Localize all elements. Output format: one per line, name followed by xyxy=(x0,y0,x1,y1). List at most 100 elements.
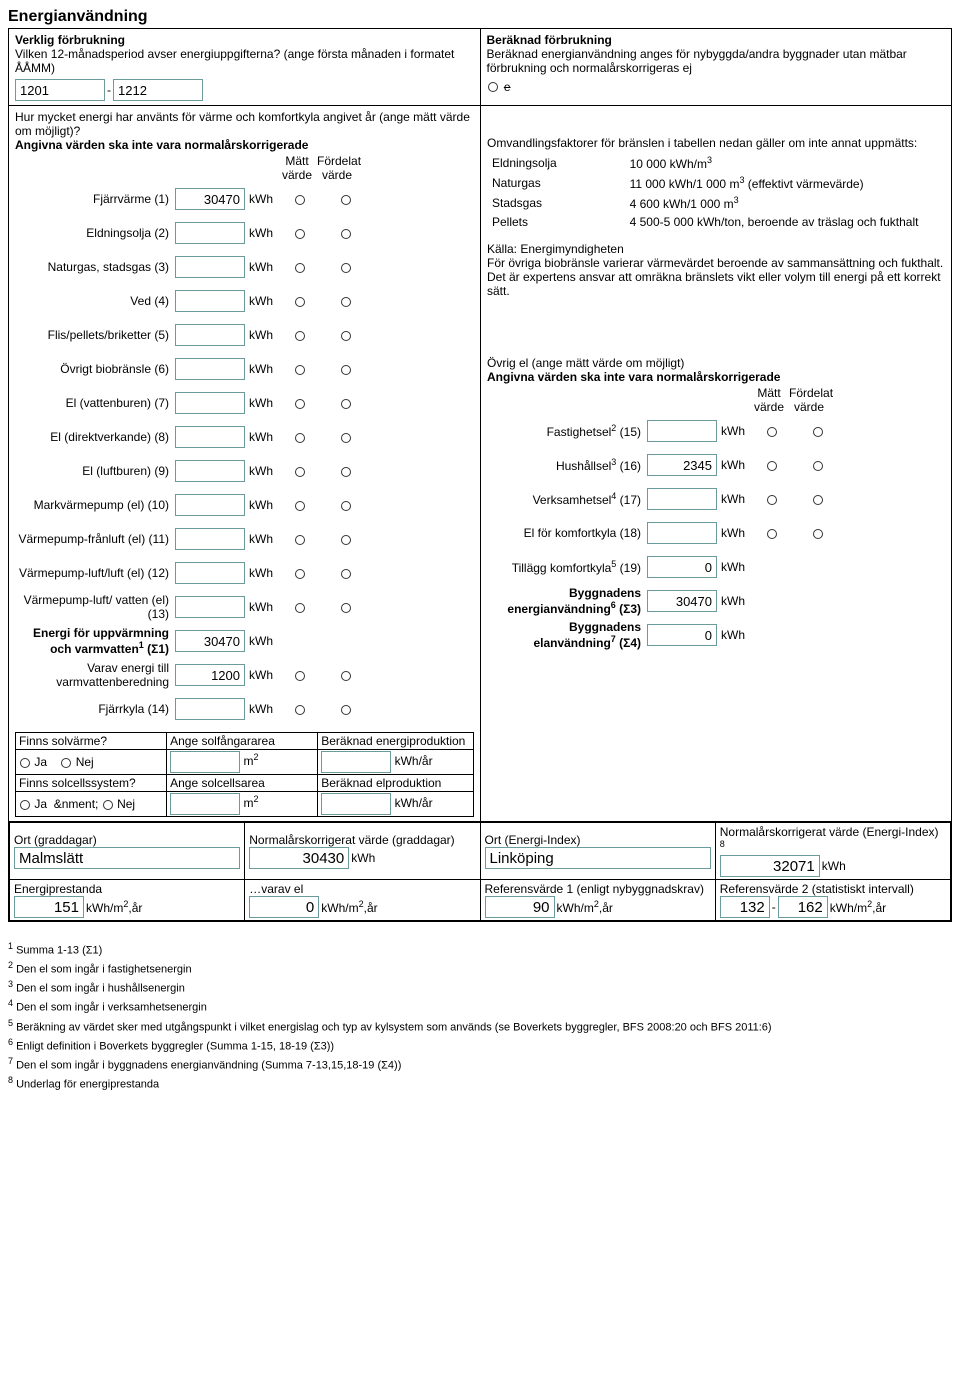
matt-radio[interactable] xyxy=(295,535,305,545)
sum1-unit: kWh xyxy=(245,634,277,648)
fordelat-radio[interactable] xyxy=(341,229,351,239)
fordelat-radio[interactable] xyxy=(813,529,823,539)
beraknad-checkbox[interactable] xyxy=(488,82,498,92)
fordelat-radio[interactable] xyxy=(341,195,351,205)
ovrig-row-input[interactable] xyxy=(647,454,717,476)
conv-row: Pellets4 500-5 000 kWh/ton, beroende av … xyxy=(489,214,943,230)
ort-ei-label: Ort (Energi-Index) xyxy=(485,833,711,847)
matt-radio[interactable] xyxy=(295,433,305,443)
norm-ei-input[interactable] xyxy=(720,855,820,877)
ref1-input[interactable] xyxy=(485,896,555,918)
solcell-prod-input[interactable] xyxy=(321,793,391,815)
energy-row-input[interactable] xyxy=(175,596,245,618)
period-from-input[interactable] xyxy=(15,79,105,101)
fjarrkyla-input[interactable] xyxy=(175,698,245,720)
varav-input[interactable] xyxy=(175,664,245,686)
fordelat-radio[interactable] xyxy=(341,365,351,375)
matt-radio[interactable] xyxy=(767,529,777,539)
solcell-nej-label: Nej xyxy=(117,797,135,811)
ovrig-row: El för komfortkyla (18)kWh xyxy=(487,516,945,550)
fordelat-radio[interactable] xyxy=(341,433,351,443)
matt-radio[interactable] xyxy=(295,501,305,511)
sum3-input[interactable] xyxy=(647,590,717,612)
ort-ei-input[interactable] xyxy=(485,847,711,869)
tillagg-input[interactable] xyxy=(647,556,717,578)
ort-gd-input[interactable] xyxy=(14,847,240,869)
energy-row-unit: kWh xyxy=(245,294,277,308)
energy-row-input[interactable] xyxy=(175,324,245,346)
fordelat-radio[interactable] xyxy=(813,427,823,437)
solcell-nej-radio[interactable] xyxy=(103,800,113,810)
fordelat-radio[interactable] xyxy=(341,399,351,409)
ref1-label: Referensvärde 1 (enligt nybyggnadskrav) xyxy=(485,882,711,896)
varav-ford-radio[interactable] xyxy=(341,671,351,681)
energy-row-input[interactable] xyxy=(175,426,245,448)
energy-row-input[interactable] xyxy=(175,358,245,380)
matt-radio[interactable] xyxy=(295,365,305,375)
ovrig-row-input[interactable] xyxy=(647,420,717,442)
period-sep: - xyxy=(107,83,111,97)
fordelat-radio[interactable] xyxy=(341,501,351,511)
energy-row-input[interactable] xyxy=(175,528,245,550)
conv-factor: 4 500-5 000 kWh/ton, beroende av träslag… xyxy=(627,214,943,230)
matt-radio[interactable] xyxy=(767,495,777,505)
norm-gd-input[interactable] xyxy=(249,847,349,869)
fordelat-radio[interactable] xyxy=(341,263,351,273)
footnotes: 1 Summa 1-13 (Σ1)2 Den el som ingår i fa… xyxy=(8,940,952,1093)
matt-radio[interactable] xyxy=(767,427,777,437)
energy-row-input[interactable] xyxy=(175,494,245,516)
ovrig-head2: Angivna värden ska inte vara normalårsko… xyxy=(487,370,945,384)
ovrig-row-input[interactable] xyxy=(647,488,717,510)
varav-el-label: …varav el xyxy=(249,882,475,896)
sum4-input[interactable] xyxy=(647,624,717,646)
fordelat-radio[interactable] xyxy=(341,535,351,545)
energy-row-input[interactable] xyxy=(175,256,245,278)
matt-radio[interactable] xyxy=(295,297,305,307)
ep-unit: kWh/m2,år xyxy=(86,899,142,915)
energy-row-label: Flis/pellets/briketter (5) xyxy=(15,328,175,342)
matt-radio[interactable] xyxy=(295,569,305,579)
ep-input[interactable] xyxy=(14,896,84,918)
norm-gd-label: Normalårskorrigerat värde (graddagar) xyxy=(249,833,475,847)
matt-radio[interactable] xyxy=(295,263,305,273)
solcell-ja-radio[interactable] xyxy=(20,800,30,810)
ref2-input2[interactable] xyxy=(778,896,828,918)
energy-row-input[interactable] xyxy=(175,188,245,210)
fordelat-radio[interactable] xyxy=(341,603,351,613)
matt-radio[interactable] xyxy=(295,467,305,477)
solv-area-input[interactable] xyxy=(170,751,240,773)
energy-row-unit: kWh xyxy=(245,226,277,240)
matt-radio[interactable] xyxy=(295,331,305,341)
conv-row: Eldningsolja10 000 kWh/m3 xyxy=(489,154,943,172)
energy-row-input[interactable] xyxy=(175,222,245,244)
ref2-input1[interactable] xyxy=(720,896,770,918)
ovrig-row-input[interactable] xyxy=(647,522,717,544)
fjarrkyla-ford-radio[interactable] xyxy=(341,705,351,715)
fordelat-radio[interactable] xyxy=(341,569,351,579)
solv-nej-radio[interactable] xyxy=(61,758,71,768)
fordelat-radio[interactable] xyxy=(341,331,351,341)
fjarrkyla-matt-radio[interactable] xyxy=(295,705,305,715)
varav-el-input[interactable] xyxy=(249,896,319,918)
matt-radio[interactable] xyxy=(767,461,777,471)
solv-prod-input[interactable] xyxy=(321,751,391,773)
matt-radio[interactable] xyxy=(295,229,305,239)
fordelat-radio[interactable] xyxy=(813,461,823,471)
fordelat-radio[interactable] xyxy=(813,495,823,505)
period-to-input[interactable] xyxy=(113,79,203,101)
matt-radio[interactable] xyxy=(295,603,305,613)
energy-row-input[interactable] xyxy=(175,460,245,482)
fordelat-radio[interactable] xyxy=(341,297,351,307)
solv-ja-radio[interactable] xyxy=(20,758,30,768)
matt-radio[interactable] xyxy=(295,195,305,205)
solcell-area-input[interactable] xyxy=(170,793,240,815)
energy-row-input[interactable] xyxy=(175,392,245,414)
sum1-input[interactable] xyxy=(175,630,245,652)
energy-row-label: Fjärrvärme (1) xyxy=(15,192,175,206)
energy-row-unit: kWh xyxy=(245,498,277,512)
energy-row-input[interactable] xyxy=(175,290,245,312)
varav-matt-radio[interactable] xyxy=(295,671,305,681)
energy-row-input[interactable] xyxy=(175,562,245,584)
fordelat-radio[interactable] xyxy=(341,467,351,477)
matt-radio[interactable] xyxy=(295,399,305,409)
